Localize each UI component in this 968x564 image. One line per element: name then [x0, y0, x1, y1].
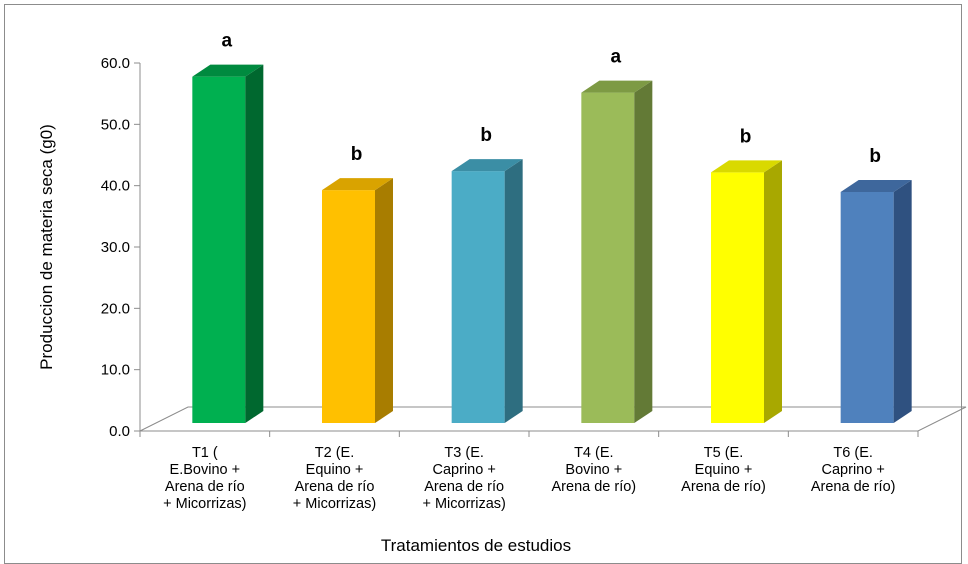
bar-top [451, 159, 523, 172]
y-tick-label: 10.0 [101, 362, 130, 379]
x-tick-label-line: Equino + [306, 462, 364, 478]
y-tick-label: 40.0 [101, 178, 130, 195]
y-axis-title: Produccion de materia seca (g0) [37, 124, 56, 370]
bar-side [504, 159, 523, 423]
x-tick-label: T6 (E. Caprino + Arena de río) [811, 445, 896, 495]
significance-label: b [351, 144, 363, 165]
significance-label: a [222, 31, 233, 52]
significance-label: b [480, 125, 492, 146]
x-tick-label-line: T2 (E. [315, 445, 354, 461]
bar-top [192, 64, 264, 77]
x-tick-label-line: T4 (E. [574, 445, 613, 461]
y-tick-label: 50.0 [101, 116, 130, 133]
x-tick-label-line: Arena de río) [552, 479, 637, 495]
bar-front [451, 171, 505, 423]
x-tick-label-line: + Micorrizas) [163, 496, 246, 512]
x-tick-label-line: T3 (E. [444, 445, 483, 461]
bar-top [581, 80, 653, 93]
x-tick-label-line: Arena de río [424, 479, 504, 495]
y-tick-label: 20.0 [101, 300, 130, 317]
bar-front [711, 172, 764, 423]
x-tick-label: T1 (E.Bovino + Arena de río + Micorrizas) [163, 445, 246, 512]
x-tick-label-line: T5 (E. [704, 445, 743, 461]
significance-label: a [611, 47, 622, 68]
bar-top [322, 178, 393, 191]
x-tick-label-line: + Micorrizas) [293, 496, 376, 512]
x-tick-label: T4 (E. Bovino + Arena de río) [552, 445, 637, 495]
bar-front [840, 191, 894, 423]
significance-label: b [740, 126, 752, 147]
x-tick-label-line: Caprino + [433, 462, 496, 478]
x-tick-label-line: T1 ( [192, 445, 218, 461]
x-tick-label-line: T6 (E. [833, 445, 872, 461]
y-tick-label: 60.0 [101, 55, 130, 72]
bar-side [893, 179, 912, 423]
bar-top [711, 160, 782, 173]
bar-side [375, 178, 393, 423]
x-tick-label-line: Arena de río) [811, 479, 896, 495]
x-tick-label-line: Arena de río [165, 479, 245, 495]
x-tick-label-line: Equino + [695, 462, 753, 478]
bar-side [634, 80, 653, 423]
y-tick-label: 30.0 [101, 239, 130, 256]
x-tick-label: T2 (E. Equino + Arena de río + Micorrizas) [293, 445, 376, 512]
bar-side [245, 64, 264, 424]
y-tick-label: 0.0 [109, 423, 130, 440]
x-tick-label-line: Caprino + [822, 462, 885, 478]
x-axis-title: Tratamientos de estudios [381, 536, 571, 553]
bar-front [322, 190, 375, 423]
bar-top [840, 179, 912, 192]
bar-front [581, 92, 635, 423]
bar-front [192, 76, 246, 424]
x-tick-label: T3 (E. Caprino + Arena de río + Micorrizas) [422, 445, 505, 512]
x-tick-label-line: + Micorrizas) [422, 496, 505, 512]
x-tick-label-line: E.Bovino + [170, 462, 241, 478]
x-tick-label-line: Arena de río [295, 479, 375, 495]
x-tick-label-line: Bovino + [565, 462, 622, 478]
bar-side [764, 160, 782, 424]
significance-label: b [869, 146, 881, 167]
x-tick-label-line: Arena de río) [681, 479, 766, 495]
x-tick-label: T5 (E. Equino + Arena de río) [681, 445, 766, 495]
